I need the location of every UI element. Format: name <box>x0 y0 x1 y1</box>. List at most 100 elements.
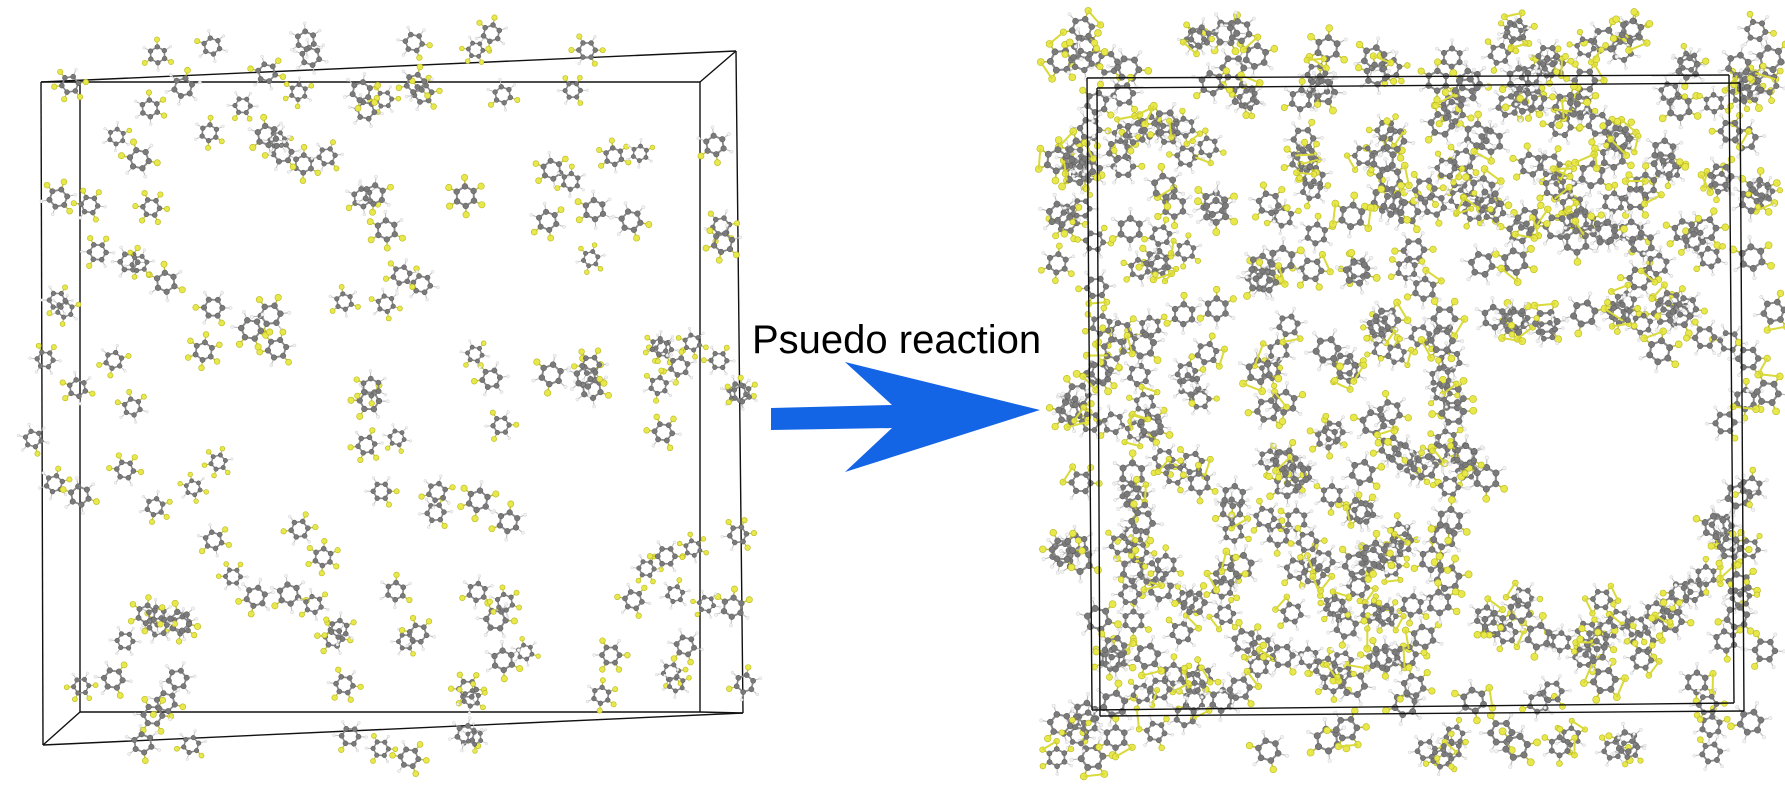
molecule <box>1474 296 1516 339</box>
molecule <box>1706 620 1744 663</box>
molecule <box>1235 34 1279 78</box>
molecule <box>1259 637 1304 676</box>
molecule <box>574 189 613 230</box>
molecule <box>1514 80 1557 122</box>
molecule <box>459 339 491 369</box>
molecule <box>1130 403 1172 446</box>
molecule <box>1147 544 1184 584</box>
molecule <box>310 139 344 173</box>
molecule <box>114 389 149 424</box>
molecule <box>1116 599 1152 642</box>
molecule <box>382 258 419 293</box>
molecule <box>1355 52 1398 96</box>
molecule <box>326 666 364 703</box>
molecule <box>1196 285 1237 330</box>
molecule <box>404 265 440 302</box>
molecule <box>106 452 145 487</box>
molecule <box>141 36 174 72</box>
molecule <box>201 445 234 479</box>
panel-after <box>1034 7 1785 781</box>
molecule <box>194 29 229 63</box>
molecule <box>690 589 722 619</box>
molecule <box>643 413 682 451</box>
molecule <box>696 125 734 166</box>
molecule <box>1437 716 1472 753</box>
molecule <box>1058 716 1096 753</box>
molecule <box>37 465 73 501</box>
molecule <box>1708 112 1753 151</box>
simulation-box-after <box>1086 74 1745 717</box>
molecule <box>1265 438 1307 481</box>
molecule <box>1453 193 1494 230</box>
molecule <box>1678 661 1717 705</box>
molecule <box>1575 628 1615 672</box>
molecule <box>1543 623 1578 661</box>
molecule <box>1496 16 1530 52</box>
molecule <box>568 33 606 67</box>
molecule <box>16 422 50 457</box>
molecule <box>1689 555 1724 596</box>
molecule <box>1065 691 1106 737</box>
molecule <box>1580 211 1628 254</box>
molecule <box>1102 73 1144 114</box>
molecule <box>529 201 566 242</box>
molecule <box>484 409 520 442</box>
molecule <box>389 740 430 777</box>
molecule <box>1644 129 1684 173</box>
molecule <box>382 423 412 454</box>
molecule <box>661 668 692 700</box>
molecule <box>1211 48 1256 90</box>
molecule <box>1556 217 1597 266</box>
molecule <box>1370 181 1418 226</box>
molecule <box>1260 515 1297 557</box>
molecule <box>1624 306 1660 342</box>
molecule <box>596 137 632 174</box>
molecule <box>1108 206 1150 252</box>
molecule <box>1059 463 1103 501</box>
molecule <box>230 310 274 351</box>
molecule <box>158 661 197 698</box>
molecule <box>399 614 436 651</box>
molecule <box>1304 328 1350 372</box>
molecule <box>1668 47 1710 90</box>
molecule <box>1217 544 1263 588</box>
molecule <box>642 330 675 365</box>
reaction-arrow-icon <box>771 362 1040 472</box>
molecule <box>676 531 709 564</box>
molecule <box>1648 281 1690 322</box>
molecule <box>1752 289 1785 334</box>
molecule <box>1410 536 1452 581</box>
molecule <box>256 328 297 368</box>
molecule <box>356 175 394 216</box>
molecule <box>475 599 518 639</box>
molecule <box>59 476 100 515</box>
molecule <box>321 611 357 647</box>
molecule <box>1622 221 1662 266</box>
molecule <box>1289 250 1334 291</box>
molecule <box>585 677 619 714</box>
molecule <box>1246 497 1286 536</box>
molecule <box>1140 248 1180 285</box>
molecule <box>145 260 186 303</box>
molecule <box>1059 7 1105 49</box>
molecule <box>1727 338 1771 379</box>
molecule <box>1216 514 1252 551</box>
molecule <box>1120 500 1164 545</box>
molecule <box>1419 579 1461 625</box>
molecule <box>724 374 758 411</box>
molecule <box>102 120 133 153</box>
molecule <box>280 511 319 546</box>
molecule <box>1102 526 1139 562</box>
molecule <box>215 561 249 591</box>
molecule <box>1120 250 1159 287</box>
molecule <box>1625 162 1665 208</box>
molecule <box>1214 475 1253 519</box>
molecule <box>1659 574 1701 612</box>
molecule <box>666 627 704 666</box>
molecule <box>1038 242 1076 284</box>
molecule <box>297 587 330 622</box>
molecule <box>40 284 74 317</box>
molecule <box>247 113 287 156</box>
molecule <box>1359 306 1398 344</box>
molecule <box>1075 269 1117 308</box>
